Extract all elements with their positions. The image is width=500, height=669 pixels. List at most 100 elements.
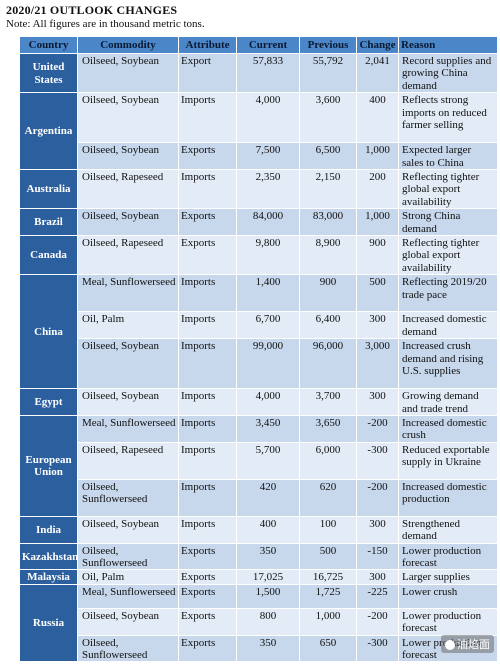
change-cell: 900: [356, 235, 399, 276]
reason-cell: Reflecting tighter global export availab…: [398, 169, 498, 210]
change-cell: 1,000: [356, 208, 399, 237]
table-row: Canada Oilseed, Rapeseed Exports 9,800 8,900…: [19, 235, 498, 276]
commodity-cell: Oilseed, Soybean: [77, 208, 179, 237]
current-cell: 6,700: [236, 311, 300, 340]
change-cell: -225: [356, 583, 399, 609]
change-cell: 2,041: [356, 52, 399, 94]
table-row: China Meal, Sunflowerseed Imports 1,400 900 5…: [19, 274, 498, 390]
previous-cell: 16,725: [299, 569, 357, 585]
commodity-cell: Oilseed, Sunflowerseed: [77, 478, 179, 517]
current-cell: 4,000: [236, 388, 300, 416]
commodity-cell: Meal, Sunflowerseed: [77, 274, 179, 313]
change-cell: 300: [356, 311, 399, 340]
table-row: Malaysia Oil, Palm Exports 17,025 16,725 300 L…: [19, 569, 498, 585]
current-cell: 350: [236, 542, 300, 571]
change-cell: 3,000: [356, 338, 399, 390]
attribute-cell: Imports: [178, 388, 237, 416]
previous-cell: 1,725: [299, 583, 357, 609]
change-cell: -200: [356, 478, 399, 517]
table-row: Oilseed, Soybean Exports 800 1,000 -200 Lower…: [20, 607, 498, 636]
commodity-cell: Oilseed, Soybean: [77, 92, 179, 144]
reason-cell: Strengthened demand: [398, 515, 498, 544]
table-row: Kazakhstan Oilseed, Sunflowerseed Exports 3…: [19, 542, 498, 571]
reason-cell: Reflecting 2019/20 trade pace: [398, 274, 498, 313]
header-current: Current: [236, 36, 300, 54]
commodity-cell: Oil, Palm: [77, 569, 179, 585]
previous-cell: 6,500: [299, 142, 357, 171]
current-cell: 99,000: [236, 338, 300, 390]
previous-cell: 900: [299, 274, 357, 313]
commodity-cell: Oil, Palm: [77, 311, 179, 340]
attribute-cell: Imports: [178, 441, 237, 480]
table-row: Russia Meal, Sunflowerseed Exports 1,500 1,7…: [19, 583, 498, 663]
country-cell: Argentina: [19, 92, 78, 171]
attribute-cell: Imports: [178, 414, 237, 443]
commodity-cell: Oilseed, Sunflowerseed: [77, 542, 179, 571]
previous-cell: 650: [299, 634, 357, 663]
watermark: 油焰面: [441, 635, 494, 653]
watermark-text: 油焰面: [457, 639, 490, 651]
country-cell: Russia: [19, 583, 78, 663]
current-cell: 57,833: [236, 52, 300, 94]
previous-cell: 6,400: [299, 311, 357, 340]
current-cell: 350: [236, 634, 300, 663]
change-cell: -200: [356, 414, 399, 443]
current-cell: 5,700: [236, 441, 300, 480]
change-cell: -300: [356, 441, 399, 480]
change-cell: 500: [356, 274, 399, 313]
country-cell: Australia: [19, 169, 78, 210]
reason-cell: Increased crush demand and rising U.S. s…: [398, 338, 498, 390]
header-row: Country Commodity Attribute Current Prev…: [19, 36, 498, 54]
wechat-icon: [445, 640, 455, 651]
commodity-cell: Oilseed, Rapeseed: [77, 169, 179, 210]
table-row: Oilseed, Rapeseed Imports 5,700 6,000 -300 Re…: [20, 441, 498, 480]
change-cell: -300: [356, 634, 399, 663]
table-row: Oil, Palm Imports 6,700 6,400 300 Increased d…: [20, 311, 498, 340]
previous-cell: 55,792: [299, 52, 357, 94]
current-cell: 400: [236, 515, 300, 544]
header-attribute: Attribute: [178, 36, 237, 54]
table-row: Oilseed, Soybean Imports 99,000 96,000 3,000…: [20, 338, 498, 390]
current-cell: 1,500: [236, 583, 300, 609]
previous-cell: 8,900: [299, 235, 357, 276]
reason-cell: Increased domestic demand: [398, 311, 498, 340]
attribute-cell: Exports: [178, 208, 237, 237]
change-cell: -200: [356, 607, 399, 636]
attribute-cell: Imports: [178, 311, 237, 340]
commodity-cell: Oilseed, Rapeseed: [77, 441, 179, 480]
table-row: Brazil Oilseed, Soybean Exports 84,000 83,00…: [19, 208, 498, 237]
commodity-cell: Meal, Sunflowerseed: [77, 583, 179, 609]
reason-cell: Larger supplies: [398, 569, 498, 585]
previous-cell: 500: [299, 542, 357, 571]
current-cell: 1,400: [236, 274, 300, 313]
attribute-cell: Imports: [178, 478, 237, 517]
table-row: Argentina Oilseed, Soybean Imports 4,000 3,6…: [19, 92, 498, 171]
country-cell: Brazil: [19, 208, 78, 237]
attribute-cell: Exports: [178, 542, 237, 571]
header-country: Country: [19, 36, 78, 54]
previous-cell: 100: [299, 515, 357, 544]
change-cell: -150: [356, 542, 399, 571]
change-cell: 300: [356, 515, 399, 544]
current-cell: 2,350: [236, 169, 300, 210]
attribute-cell: Exports: [178, 583, 237, 609]
attribute-cell: Imports: [178, 515, 237, 544]
units-note: Note: All figures are in thousand metric…: [6, 18, 205, 30]
change-cell: 300: [356, 569, 399, 585]
reason-cell: Record supplies and growing China demand: [398, 52, 498, 94]
reason-cell: Reduced exportable supply in Ukraine: [398, 441, 498, 480]
reason-cell: Strong China demand: [398, 208, 498, 237]
reason-cell: Reflecting tighter global export availab…: [398, 235, 498, 276]
current-cell: 800: [236, 607, 300, 636]
country-cell: United States: [19, 52, 78, 94]
table-row: Oilseed, Sunflowerseed Exports 350 650 -300 L…: [20, 634, 498, 663]
attribute-cell: Exports: [178, 607, 237, 636]
attribute-cell: Exports: [178, 569, 237, 585]
header-reason: Reason: [398, 36, 498, 54]
commodity-cell: Oilseed, Sunflowerseed: [77, 634, 179, 663]
previous-cell: 3,700: [299, 388, 357, 416]
change-cell: 300: [356, 388, 399, 416]
commodity-cell: Oilseed, Soybean: [77, 515, 179, 544]
previous-cell: 96,000: [299, 338, 357, 390]
attribute-cell: Imports: [178, 338, 237, 390]
